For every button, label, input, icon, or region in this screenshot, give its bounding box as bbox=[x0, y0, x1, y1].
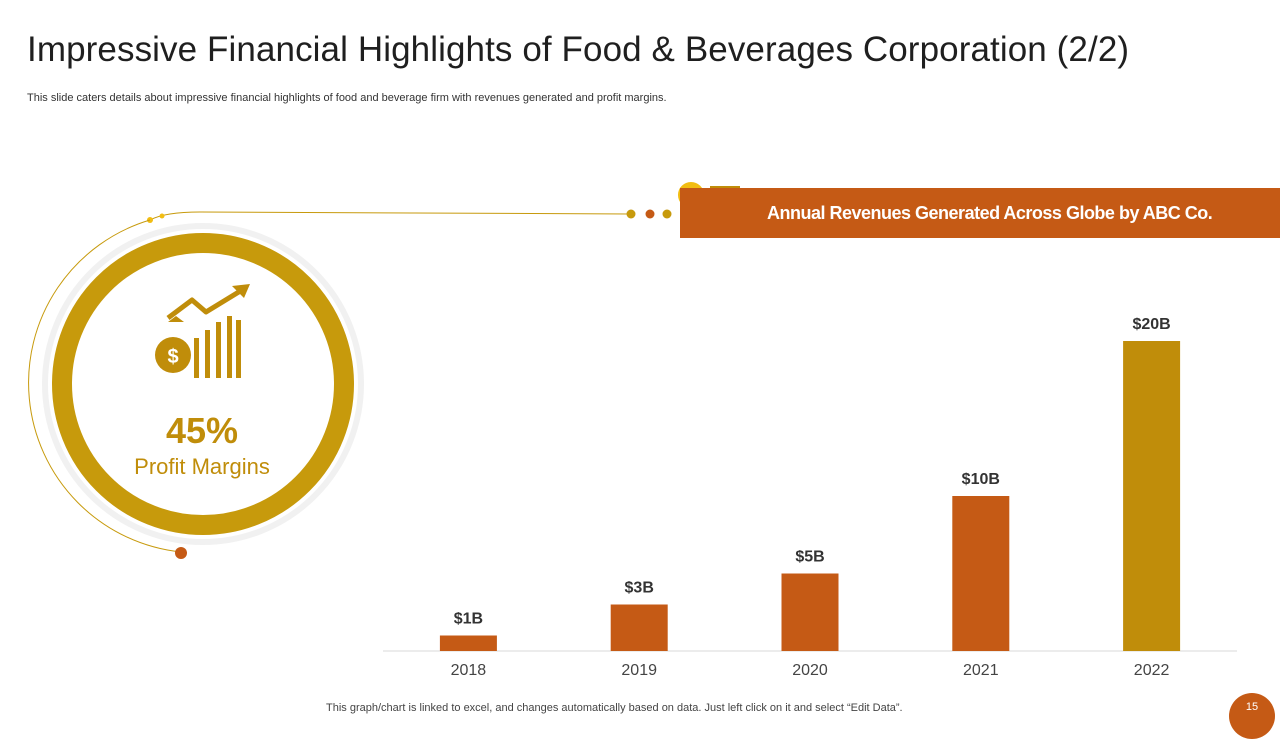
svg-text:$: $ bbox=[167, 346, 178, 368]
data-label: $3B bbox=[625, 580, 654, 597]
connector-dot bbox=[645, 209, 655, 219]
bar-2018[interactable] bbox=[439, 635, 497, 652]
revenue-banner bbox=[680, 188, 1280, 238]
page-number: 15 bbox=[1245, 701, 1259, 713]
data-label: $1B bbox=[454, 611, 483, 628]
page-title: Impressive Financial Highlights of Food … bbox=[27, 30, 1130, 69]
x-tick-label: 2020 bbox=[792, 662, 828, 679]
x-tick-label: 2022 bbox=[1134, 662, 1170, 679]
data-label: $10B bbox=[962, 471, 1000, 488]
connector-dot bbox=[626, 209, 636, 219]
kpi-ring-shadow bbox=[42, 223, 364, 545]
bar-2019[interactable] bbox=[610, 604, 668, 652]
banner-title: Annual Revenues Generated Across Globe b… bbox=[767, 203, 1213, 223]
connector-line bbox=[149, 211, 631, 221]
data-label: $5B bbox=[795, 549, 824, 566]
outer-arc bbox=[28, 219, 182, 553]
connector-dot bbox=[662, 209, 672, 219]
bar-2022[interactable] bbox=[1123, 341, 1181, 651]
bar-2021[interactable] bbox=[952, 496, 1010, 651]
money-bag-growth-icon: $ bbox=[155, 284, 250, 378]
kpi-value: 45% bbox=[165, 410, 239, 451]
footer-note: This graph/chart is linked to excel, and… bbox=[326, 702, 903, 714]
kpi-ring bbox=[52, 233, 354, 535]
data-label: $20B bbox=[1132, 316, 1170, 333]
page-subtitle: This slide caters details about impressi… bbox=[27, 92, 667, 104]
kpi-label: Profit Margins bbox=[134, 454, 270, 479]
x-tick-label: 2021 bbox=[963, 662, 999, 679]
revenue-bar-chart[interactable]: $1B 2018 $3B 2019 $5B 2020 $10B 2021 $20B 2022 bbox=[0, 0, 1280, 720]
page-number-badge bbox=[1229, 693, 1275, 739]
x-tick-label: 2018 bbox=[451, 662, 487, 679]
connector-dot bbox=[159, 213, 165, 219]
x-tick-label: 2019 bbox=[621, 662, 657, 679]
bar-2020[interactable] bbox=[781, 573, 839, 652]
arc-end-dot bbox=[175, 547, 187, 559]
